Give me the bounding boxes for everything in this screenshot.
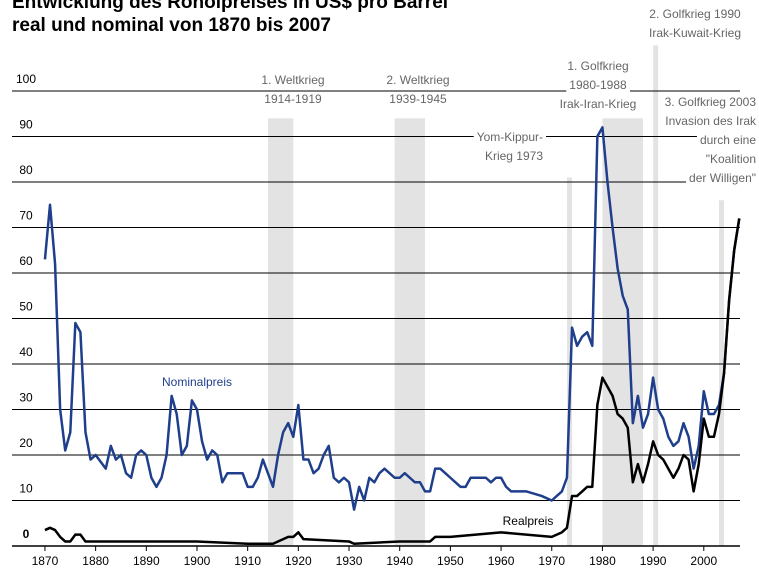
label-backing (702, 152, 759, 166)
x-tick-label: 1970 (538, 554, 565, 568)
y-tick-label: 10 (19, 482, 33, 496)
period-label: "Koalition (706, 152, 756, 166)
series-line (44, 218, 741, 545)
y-tick-label: 40 (19, 345, 33, 359)
label-backing (386, 92, 451, 106)
period-band (394, 118, 426, 547)
y-tick-label: 90 (19, 118, 33, 132)
y-tick-label: 100 (16, 72, 36, 86)
label-backing (696, 133, 759, 147)
label-backing (564, 59, 632, 73)
period-label: Irak-Kuwait-Krieg (649, 26, 741, 40)
x-tick-label: 1940 (386, 554, 413, 568)
y-tick-label: 60 (19, 254, 33, 268)
y-tick-label: 80 (19, 163, 33, 177)
label-backing (261, 92, 326, 106)
series-label: Realpreis (503, 514, 554, 528)
chart-title: Entwicklung des Rohölpreises in US$ pro … (12, 0, 448, 13)
period-label: Krieg 1973 (485, 149, 543, 163)
period-label: 1. Golfkrieg (567, 59, 628, 73)
period-label: Yom-Kippur- (477, 130, 543, 144)
x-tick-label: 1930 (336, 554, 363, 568)
period-label: der Willigen" (689, 171, 756, 185)
y-tick-label: 20 (19, 436, 33, 450)
period-band (653, 45, 659, 546)
x-tick-label: 1870 (32, 554, 59, 568)
label-backing (661, 95, 759, 109)
period-label: 1914-1919 (264, 92, 322, 106)
label-backing (645, 26, 745, 40)
chart-subtitle: real und nominal von 1870 bis 2007 (12, 15, 331, 36)
series-label: Nominalpreis (162, 375, 232, 389)
label-backing (566, 78, 631, 92)
period-band (267, 118, 294, 547)
period-label: 3. Golfkrieg 2003 (665, 95, 757, 109)
x-tick-label: 1960 (488, 554, 515, 568)
label-backing (646, 7, 745, 21)
label-backing (686, 171, 759, 185)
label-backing (556, 97, 640, 111)
period-label: Irak-Iran-Krieg (560, 97, 637, 111)
x-tick-label: 1950 (437, 554, 464, 568)
period-label: 1939-1945 (389, 92, 447, 106)
x-tick-label: 1890 (133, 554, 160, 568)
x-tick-label: 1980 (589, 554, 616, 568)
label-backing (473, 130, 546, 144)
y-tick-label: 70 (19, 209, 33, 223)
x-tick-label: 1910 (234, 554, 261, 568)
label-backing (258, 73, 328, 87)
x-tick-label: 2000 (690, 554, 717, 568)
period-label: 1. Weltkrieg (261, 73, 324, 87)
x-tick-label: 1900 (184, 554, 211, 568)
label-backing (662, 114, 759, 128)
label-backing (481, 149, 547, 163)
series-line (43, 126, 741, 511)
label-backing (383, 73, 453, 87)
period-label: 2. Golfkrieg 1990 (649, 7, 741, 21)
period-band (566, 177, 573, 546)
period-label: 2. Weltkrieg (386, 73, 449, 87)
y-tick-label: 0 (23, 527, 30, 541)
period-label: 1980-1988 (569, 78, 627, 92)
x-tick-label: 1880 (82, 554, 109, 568)
period-band (718, 200, 725, 546)
x-tick-label: 1920 (285, 554, 312, 568)
x-tick-label: 1990 (640, 554, 667, 568)
y-tick-label: 50 (19, 300, 33, 314)
period-label: durch eine (700, 133, 756, 147)
y-tick-label: 30 (19, 391, 33, 405)
period-label: Invasion des Irak (665, 114, 757, 128)
